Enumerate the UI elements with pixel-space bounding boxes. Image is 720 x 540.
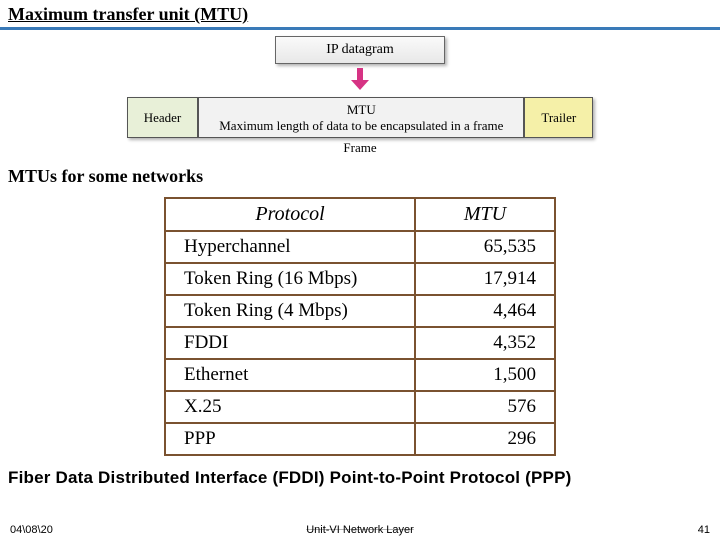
mtu-table-wrap: Protocol MTU Hyperchannel 65,535 Token R… bbox=[0, 193, 720, 460]
table-row: PPP 296 bbox=[165, 423, 555, 455]
frame-header-label: Header bbox=[144, 110, 182, 126]
cell-protocol: Hyperchannel bbox=[165, 231, 415, 263]
footer-page: 41 bbox=[698, 524, 710, 536]
frame-trailer-label: Trailer bbox=[541, 110, 576, 126]
cell-mtu: 4,352 bbox=[415, 327, 555, 359]
cell-mtu: 1,500 bbox=[415, 359, 555, 391]
table-row: X.25 576 bbox=[165, 391, 555, 423]
footer-center: Unit-VI Network Layer bbox=[306, 524, 414, 536]
mtu-diagram: IP datagram Header MTU Maximum length of… bbox=[0, 30, 720, 156]
cell-protocol: Token Ring (16 Mbps) bbox=[165, 263, 415, 295]
slide-title: Maximum transfer unit (MTU) bbox=[8, 4, 248, 24]
subheading: MTUs for some networks bbox=[0, 156, 720, 193]
slide-footer: 04\08\20 Unit-VI Network Layer 41 bbox=[0, 524, 720, 536]
frame-caption: Frame bbox=[343, 140, 376, 156]
frame-mtu-top: MTU bbox=[347, 102, 376, 118]
frame-trailer-cell: Trailer bbox=[524, 97, 593, 138]
arrow-down-icon bbox=[351, 68, 369, 95]
col-mtu: MTU bbox=[415, 198, 555, 231]
table-row: FDDI 4,352 bbox=[165, 327, 555, 359]
cell-protocol: X.25 bbox=[165, 391, 415, 423]
footer-date: 04\08\20 bbox=[10, 524, 53, 536]
table-row: Ethernet 1,500 bbox=[165, 359, 555, 391]
cell-protocol: FDDI bbox=[165, 327, 415, 359]
arrow-head bbox=[351, 80, 369, 90]
frame-header-cell: Header bbox=[127, 97, 199, 138]
arrow-shaft bbox=[357, 68, 363, 80]
cell-mtu: 17,914 bbox=[415, 263, 555, 295]
frame-mtu-sub: Maximum length of data to be encapsulate… bbox=[219, 118, 503, 134]
col-protocol: Protocol bbox=[165, 198, 415, 231]
mtu-table: Protocol MTU Hyperchannel 65,535 Token R… bbox=[164, 197, 556, 456]
table-row: Token Ring (16 Mbps) 17,914 bbox=[165, 263, 555, 295]
cell-mtu: 576 bbox=[415, 391, 555, 423]
cell-protocol: Ethernet bbox=[165, 359, 415, 391]
cell-mtu: 65,535 bbox=[415, 231, 555, 263]
frame-row: Header MTU Maximum length of data to be … bbox=[127, 97, 594, 138]
cell-protocol: PPP bbox=[165, 423, 415, 455]
title-bar: Maximum transfer unit (MTU) bbox=[0, 0, 720, 30]
cell-mtu: 296 bbox=[415, 423, 555, 455]
table-header-row: Protocol MTU bbox=[165, 198, 555, 231]
frame-mtu-cell: MTU Maximum length of data to be encapsu… bbox=[198, 97, 524, 138]
ip-datagram-box: IP datagram bbox=[275, 36, 445, 64]
table-row: Token Ring (4 Mbps) 4,464 bbox=[165, 295, 555, 327]
table-row: Hyperchannel 65,535 bbox=[165, 231, 555, 263]
bottom-definitions: Fiber Data Distributed Interface (FDDI) … bbox=[0, 460, 720, 488]
cell-protocol: Token Ring (4 Mbps) bbox=[165, 295, 415, 327]
cell-mtu: 4,464 bbox=[415, 295, 555, 327]
